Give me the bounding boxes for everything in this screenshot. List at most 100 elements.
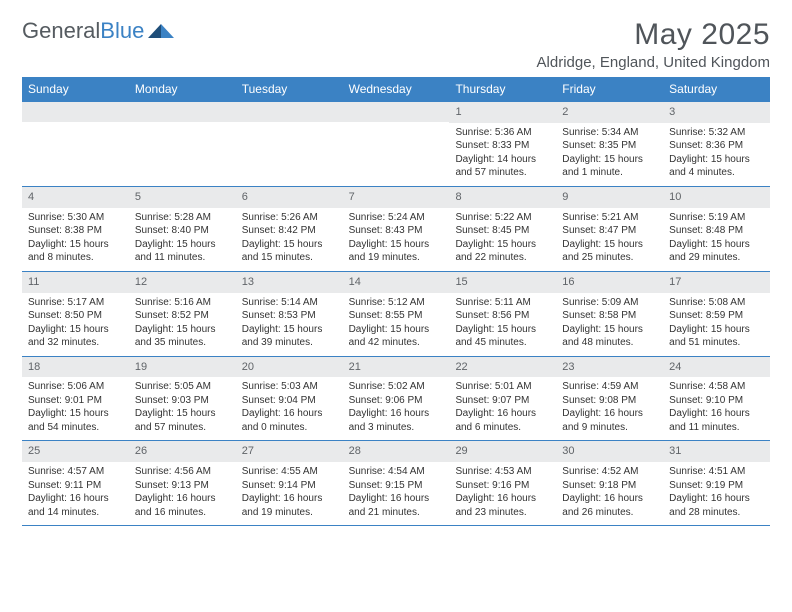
daylight-line: Daylight: 16 hours and 0 minutes. bbox=[242, 407, 337, 434]
day-number: 23 bbox=[556, 357, 663, 378]
day-cell: 21Sunrise: 5:02 AMSunset: 9:06 PMDayligh… bbox=[343, 357, 450, 441]
daylight-line: Daylight: 15 hours and 1 minute. bbox=[562, 153, 657, 180]
day-number bbox=[343, 102, 450, 122]
sunset-line: Sunset: 9:07 PM bbox=[455, 394, 550, 408]
sunset-line: Sunset: 8:38 PM bbox=[28, 224, 123, 238]
sunset-line: Sunset: 9:03 PM bbox=[135, 394, 230, 408]
day-cell: 24Sunrise: 4:58 AMSunset: 9:10 PMDayligh… bbox=[663, 357, 770, 441]
sunrise-line: Sunrise: 5:16 AM bbox=[135, 296, 230, 310]
day-number: 10 bbox=[663, 187, 770, 208]
header: GeneralBlue May 2025 Aldridge, England, … bbox=[22, 18, 770, 71]
day-content: Sunrise: 4:52 AMSunset: 9:18 PMDaylight:… bbox=[556, 462, 663, 525]
daylight-line: Daylight: 15 hours and 39 minutes. bbox=[242, 323, 337, 350]
daylight-line: Daylight: 15 hours and 48 minutes. bbox=[562, 323, 657, 350]
dow-cell: Friday bbox=[556, 77, 663, 101]
day-cell bbox=[129, 102, 236, 186]
week-row: 25Sunrise: 4:57 AMSunset: 9:11 PMDayligh… bbox=[22, 440, 770, 526]
day-content: Sunrise: 4:53 AMSunset: 9:16 PMDaylight:… bbox=[449, 462, 556, 525]
day-cell: 20Sunrise: 5:03 AMSunset: 9:04 PMDayligh… bbox=[236, 357, 343, 441]
sunrise-line: Sunrise: 5:11 AM bbox=[455, 296, 550, 310]
sunset-line: Sunset: 9:13 PM bbox=[135, 479, 230, 493]
daylight-line: Daylight: 16 hours and 19 minutes. bbox=[242, 492, 337, 519]
day-content: Sunrise: 4:56 AMSunset: 9:13 PMDaylight:… bbox=[129, 462, 236, 525]
sunset-line: Sunset: 8:52 PM bbox=[135, 309, 230, 323]
week-row: 1Sunrise: 5:36 AMSunset: 8:33 PMDaylight… bbox=[22, 101, 770, 186]
logo: GeneralBlue bbox=[22, 18, 174, 44]
day-cell: 25 Sunrise: 4:57 AMSunset: 9:11 PMDayligh… bbox=[22, 441, 129, 525]
day-number bbox=[236, 102, 343, 122]
day-of-week-row: SundayMondayTuesdayWednesdayThursdayFrid… bbox=[22, 77, 770, 101]
sunrise-line: Sunrise: 5:17 AM bbox=[28, 296, 123, 310]
sunset-line: Sunset: 8:43 PM bbox=[349, 224, 444, 238]
day-number: 22 bbox=[449, 357, 556, 378]
calendar: SundayMondayTuesdayWednesdayThursdayFrid… bbox=[22, 77, 770, 526]
sunset-line: Sunset: 9:04 PM bbox=[242, 394, 337, 408]
sunrise-line: Sunrise: 4:56 AM bbox=[135, 465, 230, 479]
sunset-line: Sunset: 8:59 PM bbox=[669, 309, 764, 323]
daylight-line: Daylight: 16 hours and 9 minutes. bbox=[562, 407, 657, 434]
day-cell: 2Sunrise: 5:34 AMSunset: 8:35 PMDaylight… bbox=[556, 102, 663, 186]
sunset-line: Sunset: 9:01 PM bbox=[28, 394, 123, 408]
day-content: Sunrise: 5:32 AMSunset: 8:36 PMDaylight:… bbox=[663, 123, 770, 186]
daylight-line: Daylight: 15 hours and 51 minutes. bbox=[669, 323, 764, 350]
daylight-line: Daylight: 15 hours and 22 minutes. bbox=[455, 238, 550, 265]
day-number: 25 bbox=[22, 441, 129, 462]
day-number: 31 bbox=[663, 441, 770, 462]
day-content: Sunrise: 5:16 AMSunset: 8:52 PMDaylight:… bbox=[129, 293, 236, 356]
sunset-line: Sunset: 8:33 PM bbox=[455, 139, 550, 153]
daylight-line: Daylight: 15 hours and 32 minutes. bbox=[28, 323, 123, 350]
sunrise-line: Sunrise: 5:22 AM bbox=[455, 211, 550, 225]
day-content: Sunrise: 5:30 AMSunset: 8:38 PMDaylight:… bbox=[22, 208, 129, 271]
day-cell: 13Sunrise: 5:14 AMSunset: 8:53 PMDayligh… bbox=[236, 272, 343, 356]
daylight-line: Daylight: 15 hours and 15 minutes. bbox=[242, 238, 337, 265]
day-content: Sunrise: 4:59 AMSunset: 9:08 PMDaylight:… bbox=[556, 377, 663, 440]
sunrise-line: Sunrise: 5:30 AM bbox=[28, 211, 123, 225]
day-cell: 15Sunrise: 5:11 AMSunset: 8:56 PMDayligh… bbox=[449, 272, 556, 356]
day-content: Sunrise: 5:12 AMSunset: 8:55 PMDaylight:… bbox=[343, 293, 450, 356]
day-number: 2 bbox=[556, 102, 663, 123]
sunrise-line: Sunrise: 4:52 AM bbox=[562, 465, 657, 479]
day-number bbox=[22, 102, 129, 122]
day-number: 13 bbox=[236, 272, 343, 293]
day-number: 1 bbox=[449, 102, 556, 123]
sunset-line: Sunset: 8:42 PM bbox=[242, 224, 337, 238]
day-number: 26 bbox=[129, 441, 236, 462]
day-content: Sunrise: 5:36 AMSunset: 8:33 PMDaylight:… bbox=[449, 123, 556, 186]
day-content: Sunrise: 5:01 AMSunset: 9:07 PMDaylight:… bbox=[449, 377, 556, 440]
day-number: 5 bbox=[129, 187, 236, 208]
dow-cell: Monday bbox=[129, 77, 236, 101]
day-cell: 7Sunrise: 5:24 AMSunset: 8:43 PMDaylight… bbox=[343, 187, 450, 271]
sunset-line: Sunset: 8:55 PM bbox=[349, 309, 444, 323]
daylight-line: Daylight: 15 hours and 42 minutes. bbox=[349, 323, 444, 350]
dow-cell: Saturday bbox=[663, 77, 770, 101]
daylight-line: Daylight: 16 hours and 28 minutes. bbox=[669, 492, 764, 519]
day-number: 21 bbox=[343, 357, 450, 378]
day-content: Sunrise: 4:58 AMSunset: 9:10 PMDaylight:… bbox=[663, 377, 770, 440]
day-content: Sunrise: 5:06 AMSunset: 9:01 PMDaylight:… bbox=[22, 377, 129, 440]
sunrise-line: Sunrise: 5:09 AM bbox=[562, 296, 657, 310]
day-number: 9 bbox=[556, 187, 663, 208]
sunrise-line: Sunrise: 4:57 AM bbox=[28, 465, 123, 479]
daylight-line: Daylight: 15 hours and 35 minutes. bbox=[135, 323, 230, 350]
sunrise-line: Sunrise: 5:24 AM bbox=[349, 211, 444, 225]
day-cell: 28Sunrise: 4:54 AMSunset: 9:15 PMDayligh… bbox=[343, 441, 450, 525]
day-cell bbox=[236, 102, 343, 186]
day-number: 17 bbox=[663, 272, 770, 293]
sunset-line: Sunset: 8:35 PM bbox=[562, 139, 657, 153]
sunrise-line: Sunrise: 5:02 AM bbox=[349, 380, 444, 394]
dow-cell: Sunday bbox=[22, 77, 129, 101]
day-number: 20 bbox=[236, 357, 343, 378]
sunset-line: Sunset: 9:08 PM bbox=[562, 394, 657, 408]
daylight-line: Daylight: 16 hours and 14 minutes. bbox=[28, 492, 123, 519]
sunset-line: Sunset: 9:19 PM bbox=[669, 479, 764, 493]
day-number: 29 bbox=[449, 441, 556, 462]
day-cell: 12Sunrise: 5:16 AMSunset: 8:52 PMDayligh… bbox=[129, 272, 236, 356]
day-cell: 19Sunrise: 5:05 AMSunset: 9:03 PMDayligh… bbox=[129, 357, 236, 441]
dow-cell: Thursday bbox=[449, 77, 556, 101]
daylight-line: Daylight: 15 hours and 54 minutes. bbox=[28, 407, 123, 434]
sunset-line: Sunset: 9:18 PM bbox=[562, 479, 657, 493]
sunset-line: Sunset: 9:11 PM bbox=[28, 479, 123, 493]
daylight-line: Daylight: 16 hours and 21 minutes. bbox=[349, 492, 444, 519]
logo-mark-icon bbox=[148, 18, 174, 44]
day-number: 15 bbox=[449, 272, 556, 293]
